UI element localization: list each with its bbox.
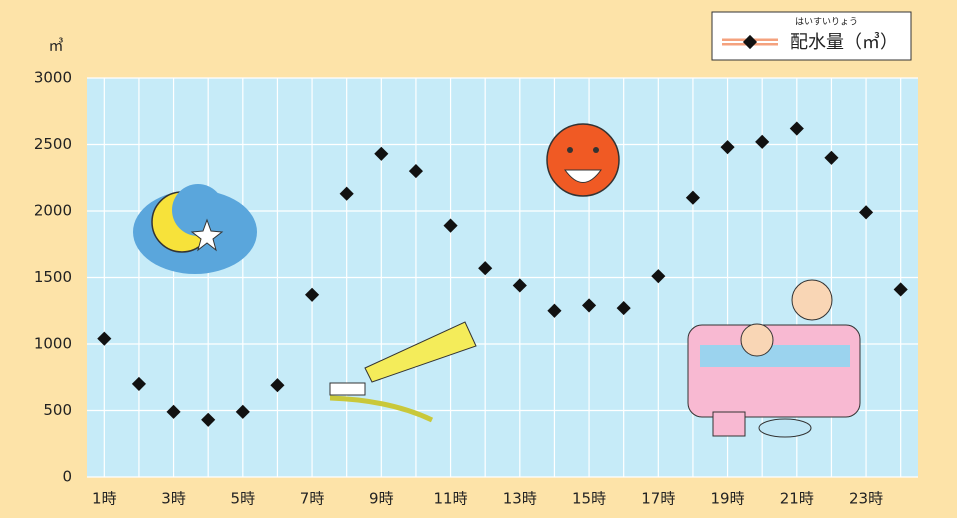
chart: ㎥ はいすいりょう 配水量（㎥） 0 500 1000 1500 2000 2500 300… xyxy=(0,0,957,518)
x-tick-label: 7時 xyxy=(300,490,325,508)
x-tick-label: 17時 xyxy=(641,490,675,508)
x-tick-label: 5時 xyxy=(231,490,256,508)
legend: はいすいりょう 配水量（㎥） xyxy=(712,12,911,60)
y-tick-label: 500 xyxy=(43,401,72,419)
y-tick-label: 2000 xyxy=(34,202,72,220)
x-tick-label: 13時 xyxy=(503,490,537,508)
x-tick-label: 1時 xyxy=(92,490,117,508)
legend-label: 配水量（㎥） xyxy=(790,32,898,53)
y-tick-label: 0 xyxy=(62,468,72,486)
x-tick-label: 3時 xyxy=(161,490,186,508)
x-tick-label: 19時 xyxy=(711,490,745,508)
y-tick-label: 1500 xyxy=(34,268,72,286)
legend-ruby: はいすいりょう xyxy=(795,17,858,28)
x-tick-label: 15時 xyxy=(572,490,606,508)
x-tick-label: 23時 xyxy=(849,490,883,508)
x-tick-label: 21時 xyxy=(780,490,814,508)
sun-illustration xyxy=(547,124,619,196)
x-tick-label: 9時 xyxy=(369,490,394,508)
y-tick-label: 1000 xyxy=(34,335,72,353)
x-tick-label: 11時 xyxy=(434,490,468,508)
y-tick-label: 3000 xyxy=(34,69,72,87)
y-tick-label: 2500 xyxy=(34,135,72,153)
y-unit: ㎥ xyxy=(48,37,63,55)
